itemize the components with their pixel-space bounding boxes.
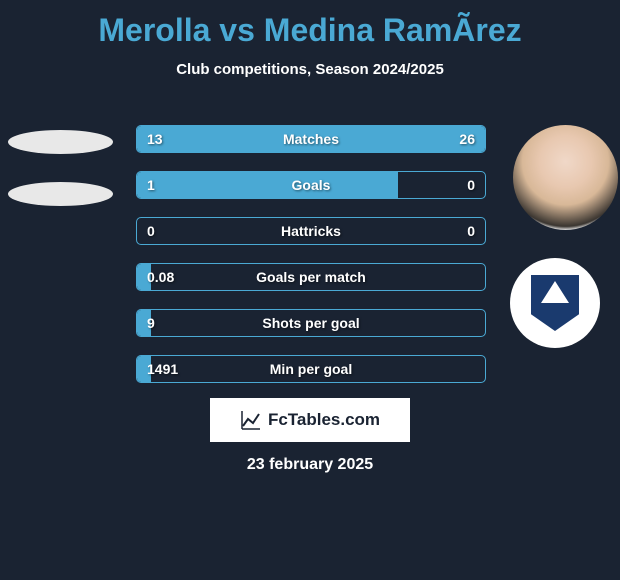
left-player-avatar <box>8 115 113 220</box>
stat-left-value: 0 <box>147 223 155 239</box>
shield-icon <box>531 275 579 331</box>
stat-label: Matches <box>283 131 339 147</box>
stats-container: 13 Matches 26 1 Goals 0 0 Hattricks 0 0.08 Goals p… <box>136 125 486 401</box>
stat-row: 0 Hattricks 0 <box>136 217 486 245</box>
peak-icon <box>541 281 569 303</box>
stat-row: 13 Matches 26 <box>136 125 486 153</box>
avatar-shape-top <box>8 130 113 154</box>
stat-row: 0.08 Goals per match <box>136 263 486 291</box>
stat-label: Goals per match <box>256 269 366 285</box>
stat-fill-left <box>137 172 398 198</box>
stat-left-value: 1491 <box>147 361 178 377</box>
stat-row: 9 Shots per goal <box>136 309 486 337</box>
stat-label: Hattricks <box>281 223 341 239</box>
chart-icon <box>240 409 262 431</box>
stat-left-value: 1 <box>147 177 155 193</box>
stat-row: 1 Goals 0 <box>136 171 486 199</box>
stat-right-value: 0 <box>467 177 475 193</box>
stat-right-value: 0 <box>467 223 475 239</box>
footer-date: 23 february 2025 <box>247 456 373 474</box>
page-title: Merolla vs Medina RamÃ­rez <box>0 0 620 49</box>
right-player-avatar <box>513 125 618 230</box>
brand-text: FcTables.com <box>268 410 380 430</box>
stat-left-value: 0.08 <box>147 269 174 285</box>
right-team-logo <box>510 258 600 348</box>
avatar-shape-bottom <box>8 182 113 206</box>
stat-label: Min per goal <box>270 361 352 377</box>
stat-label: Goals <box>292 177 331 193</box>
stat-row: 1491 Min per goal <box>136 355 486 383</box>
page-subtitle: Club competitions, Season 2024/2025 <box>0 61 620 78</box>
stat-left-value: 9 <box>147 315 155 331</box>
brand-badge: FcTables.com <box>210 398 410 442</box>
stat-right-value: 26 <box>459 131 475 147</box>
stat-left-value: 13 <box>147 131 163 147</box>
stat-label: Shots per goal <box>262 315 359 331</box>
